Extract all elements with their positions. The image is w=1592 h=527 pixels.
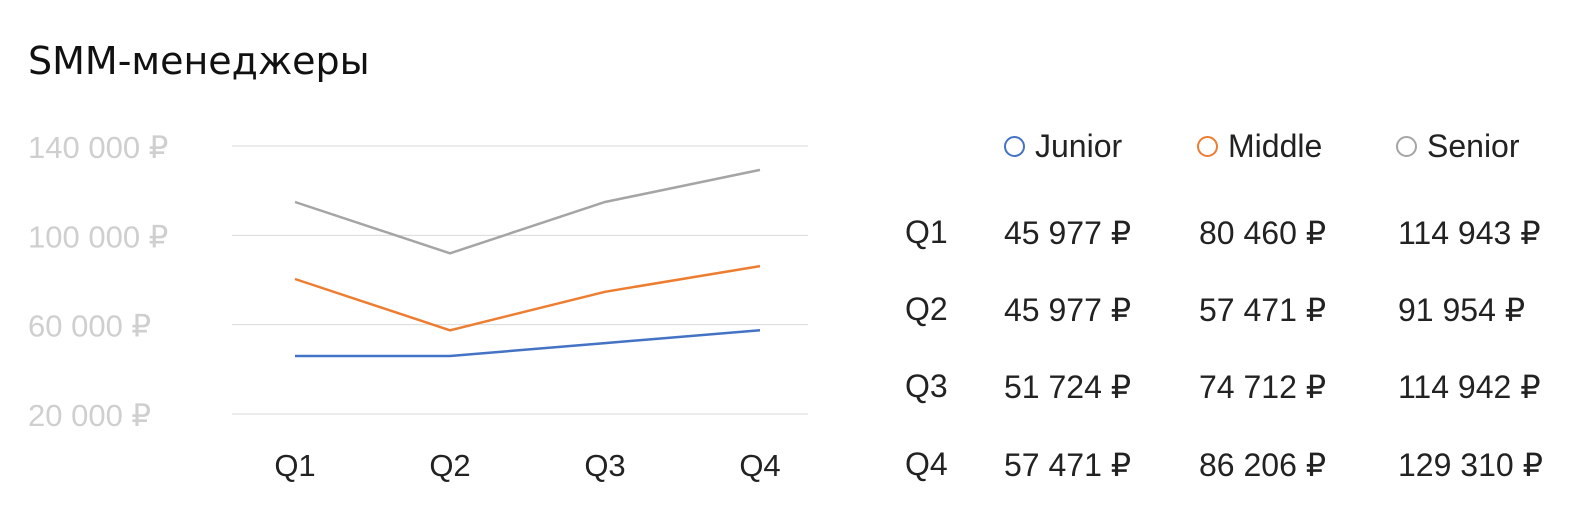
table-row-label: Q1	[905, 214, 948, 250]
x-tick-label: Q1	[274, 448, 315, 483]
y-tick-label: 140 000 ₽	[28, 130, 168, 165]
x-tick-label: Q4	[739, 448, 780, 483]
legend-marker-icon	[1004, 136, 1025, 157]
table-cell: 51 724 ₽	[1004, 369, 1132, 405]
legend-marker-icon	[1197, 136, 1218, 157]
legend-label: Middle	[1228, 128, 1323, 164]
legend-label: Junior	[1035, 128, 1123, 164]
table-cell: 91 954 ₽	[1398, 292, 1526, 328]
legend-item-junior: Junior	[1004, 128, 1122, 165]
table-cell: 114 943 ₽	[1398, 215, 1541, 251]
table-row-label: Q3	[905, 368, 948, 404]
table-row-label: Q4	[905, 446, 948, 482]
table-cell: 57 471 ₽	[1004, 447, 1132, 483]
legend-marker-icon	[1396, 136, 1417, 157]
series-line-junior	[295, 329, 761, 358]
legend-item-senior: Senior	[1396, 128, 1520, 165]
x-axis-ticks: Q1 Q2 Q3 Q4	[274, 448, 780, 483]
series-line-middle	[294, 264, 761, 332]
table-cell: 86 206 ₽	[1199, 447, 1327, 483]
table-cell: 74 712 ₽	[1199, 369, 1327, 405]
table-cell: 80 460 ₽	[1199, 215, 1327, 251]
x-tick-label: Q3	[584, 448, 625, 483]
table-cell: 57 471 ₽	[1199, 292, 1327, 328]
series-lines	[294, 168, 761, 358]
y-tick-label: 20 000 ₽	[28, 398, 151, 433]
x-tick-label: Q2	[429, 448, 470, 483]
y-tick-label: 60 000 ₽	[28, 309, 151, 344]
table-cell: 45 977 ₽	[1004, 215, 1132, 251]
table-cell: 129 310 ₽	[1398, 447, 1543, 483]
legend-label: Senior	[1427, 128, 1520, 164]
chart-title: SMM-менеджеры	[28, 39, 370, 83]
gridlines	[232, 145, 808, 415]
table-row-label: Q2	[905, 291, 948, 327]
y-axis-ticks: 140 000 ₽ 100 000 ₽ 60 000 ₽ 20 000 ₽	[28, 130, 168, 433]
series-line-senior	[294, 168, 761, 255]
y-tick-label: 100 000 ₽	[28, 219, 168, 254]
line-chart: 140 000 ₽100 000 ₽60 000 ₽20 000 ₽ Q1 Q2 Q…	[28, 130, 808, 483]
legend-item-middle: Middle	[1197, 128, 1322, 165]
table-cell: 114 942 ₽	[1398, 369, 1541, 405]
table-cell: 45 977 ₽	[1004, 292, 1132, 328]
